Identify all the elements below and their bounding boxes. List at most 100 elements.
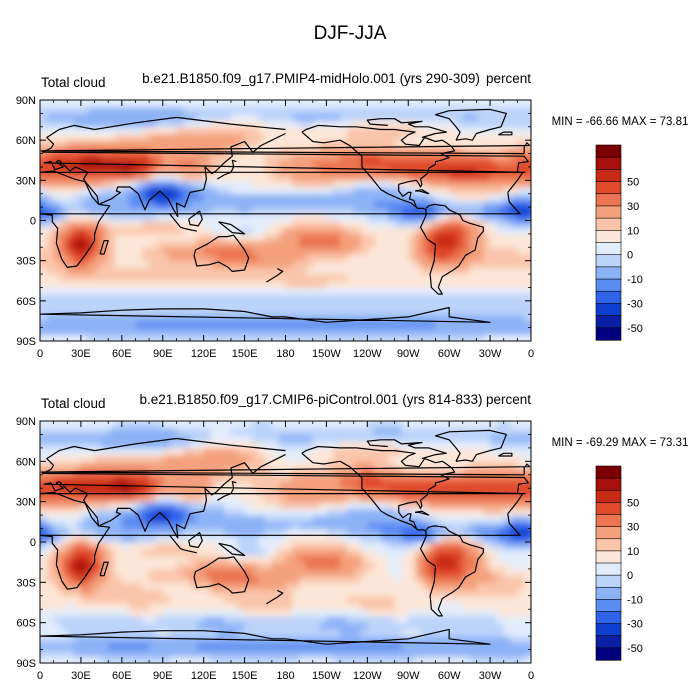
- x-tick-label: 0: [37, 348, 43, 360]
- coastline: [301, 445, 456, 529]
- panel-0-colorbar: -50 -30 -10 0 10 30 50: [595, 144, 643, 341]
- x-tick-label: 60W: [438, 348, 461, 360]
- y-tick-label: 0: [30, 537, 36, 549]
- colorbar-label: 50: [627, 177, 639, 189]
- panel-1-stats: MIN = -69.29 MAX = 73.31: [552, 437, 689, 449]
- colorbar-label: 10: [627, 546, 639, 558]
- panel-0-ticks: 0 30E 60E 90E 120E 150E 180 150W 120W 90W 60W 30W 09…: [16, 95, 534, 360]
- y-tick-label: 90N: [16, 95, 36, 107]
- panel-1-field: [40, 421, 531, 663]
- x-tick-label: 30E: [71, 670, 91, 682]
- y-tick-label: 60S: [16, 618, 36, 630]
- x-tick-label: 30W: [479, 348, 502, 360]
- panel-1-colorbar: -50 -30 -10 0 10 30 50: [595, 465, 643, 661]
- coastline: [193, 556, 250, 594]
- x-tick-label: 180: [276, 670, 294, 682]
- panel-0-left-label: Total cloud: [41, 75, 106, 90]
- panel-1: Total cloud b.e21.B1850.f09_g17.CMIP6-pi…: [16, 392, 689, 682]
- panel-1-left-label: Total cloud: [41, 396, 106, 411]
- colorbar-label: 50: [627, 497, 639, 509]
- coastline: [188, 532, 203, 548]
- x-tick-label: 120W: [353, 348, 382, 360]
- coastline: [43, 454, 526, 539]
- x-tick-label: 30E: [71, 348, 91, 360]
- coastline: [40, 628, 491, 645]
- colorbar-bin: [595, 574, 622, 588]
- coastline: [414, 189, 430, 195]
- x-tick-label: 150W: [312, 670, 341, 682]
- coastline: [434, 108, 507, 141]
- colorbar-bin: [595, 254, 622, 268]
- colorbar-bin: [595, 502, 622, 516]
- panel-0-units: percent: [486, 71, 531, 86]
- colorbar-bin: [595, 169, 622, 183]
- panel-1-units: percent: [486, 392, 531, 407]
- y-tick-label: 60N: [16, 135, 36, 147]
- colorbar-label: -30: [627, 298, 643, 310]
- colorbar-label: 30: [627, 201, 639, 213]
- colorbar-label: 0: [627, 570, 633, 582]
- colorbar-bin: [595, 538, 622, 552]
- colorbar-label: -30: [627, 619, 643, 631]
- x-tick-label: 0: [37, 670, 43, 682]
- coastline: [366, 439, 447, 460]
- y-tick-label: 60S: [16, 296, 36, 308]
- panel-0: Total cloud b.e21.B1850.f09_g17.PMIP4-mi…: [16, 71, 689, 360]
- colorbar-bin: [595, 230, 622, 244]
- coastline: [301, 124, 456, 208]
- colorbar-bin: [595, 193, 622, 207]
- coastline: [40, 463, 531, 476]
- y-tick-label: 30S: [16, 577, 36, 589]
- x-tick-label: 60E: [112, 670, 132, 682]
- coastline: [40, 491, 524, 590]
- colorbar-label: -10: [627, 594, 643, 606]
- colorbar-label: -50: [627, 323, 643, 335]
- panel-0-field: [40, 100, 531, 341]
- coastline: [169, 213, 197, 232]
- coastline: [301, 131, 484, 295]
- colorbar-label: -50: [627, 643, 643, 655]
- x-tick-label: 30W: [479, 670, 502, 682]
- x-tick-label: 120E: [191, 348, 217, 360]
- x-tick-label: 0: [528, 348, 534, 360]
- coastline: [498, 452, 513, 457]
- x-tick-label: 90E: [153, 348, 173, 360]
- colorbar-bin: [595, 526, 622, 540]
- colorbar-bin: [595, 635, 622, 649]
- x-tick-label: 120E: [191, 670, 217, 682]
- y-tick-label: 90N: [16, 416, 36, 428]
- x-tick-label: 90E: [153, 670, 173, 682]
- y-tick-label: 90S: [16, 658, 36, 670]
- colorbar-bin: [595, 647, 622, 661]
- coastline: [218, 221, 246, 235]
- colorbar-bin: [595, 327, 622, 341]
- x-tick-label: 150E: [232, 670, 258, 682]
- colorbar-label: 0: [627, 250, 633, 262]
- panel-1-coastlines: [40, 429, 531, 645]
- x-tick-label: 0: [528, 670, 534, 682]
- colorbar-bin: [595, 550, 622, 564]
- coastline: [40, 170, 524, 268]
- colorbar-bin: [595, 290, 622, 305]
- coastline: [40, 306, 491, 323]
- coastline: [43, 132, 526, 218]
- colorbar-bin: [595, 586, 622, 600]
- colorbar-bin: [595, 303, 622, 317]
- panel-1-ticks: 0 30E 60E 90E 120E 150E 180 150W 120W 90W 60W 30W 09…: [16, 416, 534, 682]
- colorbar-bin: [595, 623, 622, 637]
- colorbar-bin: [595, 278, 622, 292]
- panel-1-title: b.e21.B1850.f09_g17.CMIP6-piControl.001 …: [140, 392, 483, 407]
- x-tick-label: 60E: [112, 348, 132, 360]
- coastline: [301, 452, 484, 617]
- colorbar-bin: [595, 489, 622, 503]
- coastline: [414, 510, 430, 516]
- colorbar-bin: [595, 562, 622, 576]
- coastline: [169, 534, 197, 554]
- colorbar-bin: [595, 465, 622, 479]
- colorbar-label: 30: [627, 522, 639, 534]
- x-tick-label: 120W: [353, 670, 382, 682]
- y-tick-label: 30S: [16, 256, 36, 268]
- coastline: [193, 234, 250, 272]
- x-tick-label: 90W: [397, 348, 420, 360]
